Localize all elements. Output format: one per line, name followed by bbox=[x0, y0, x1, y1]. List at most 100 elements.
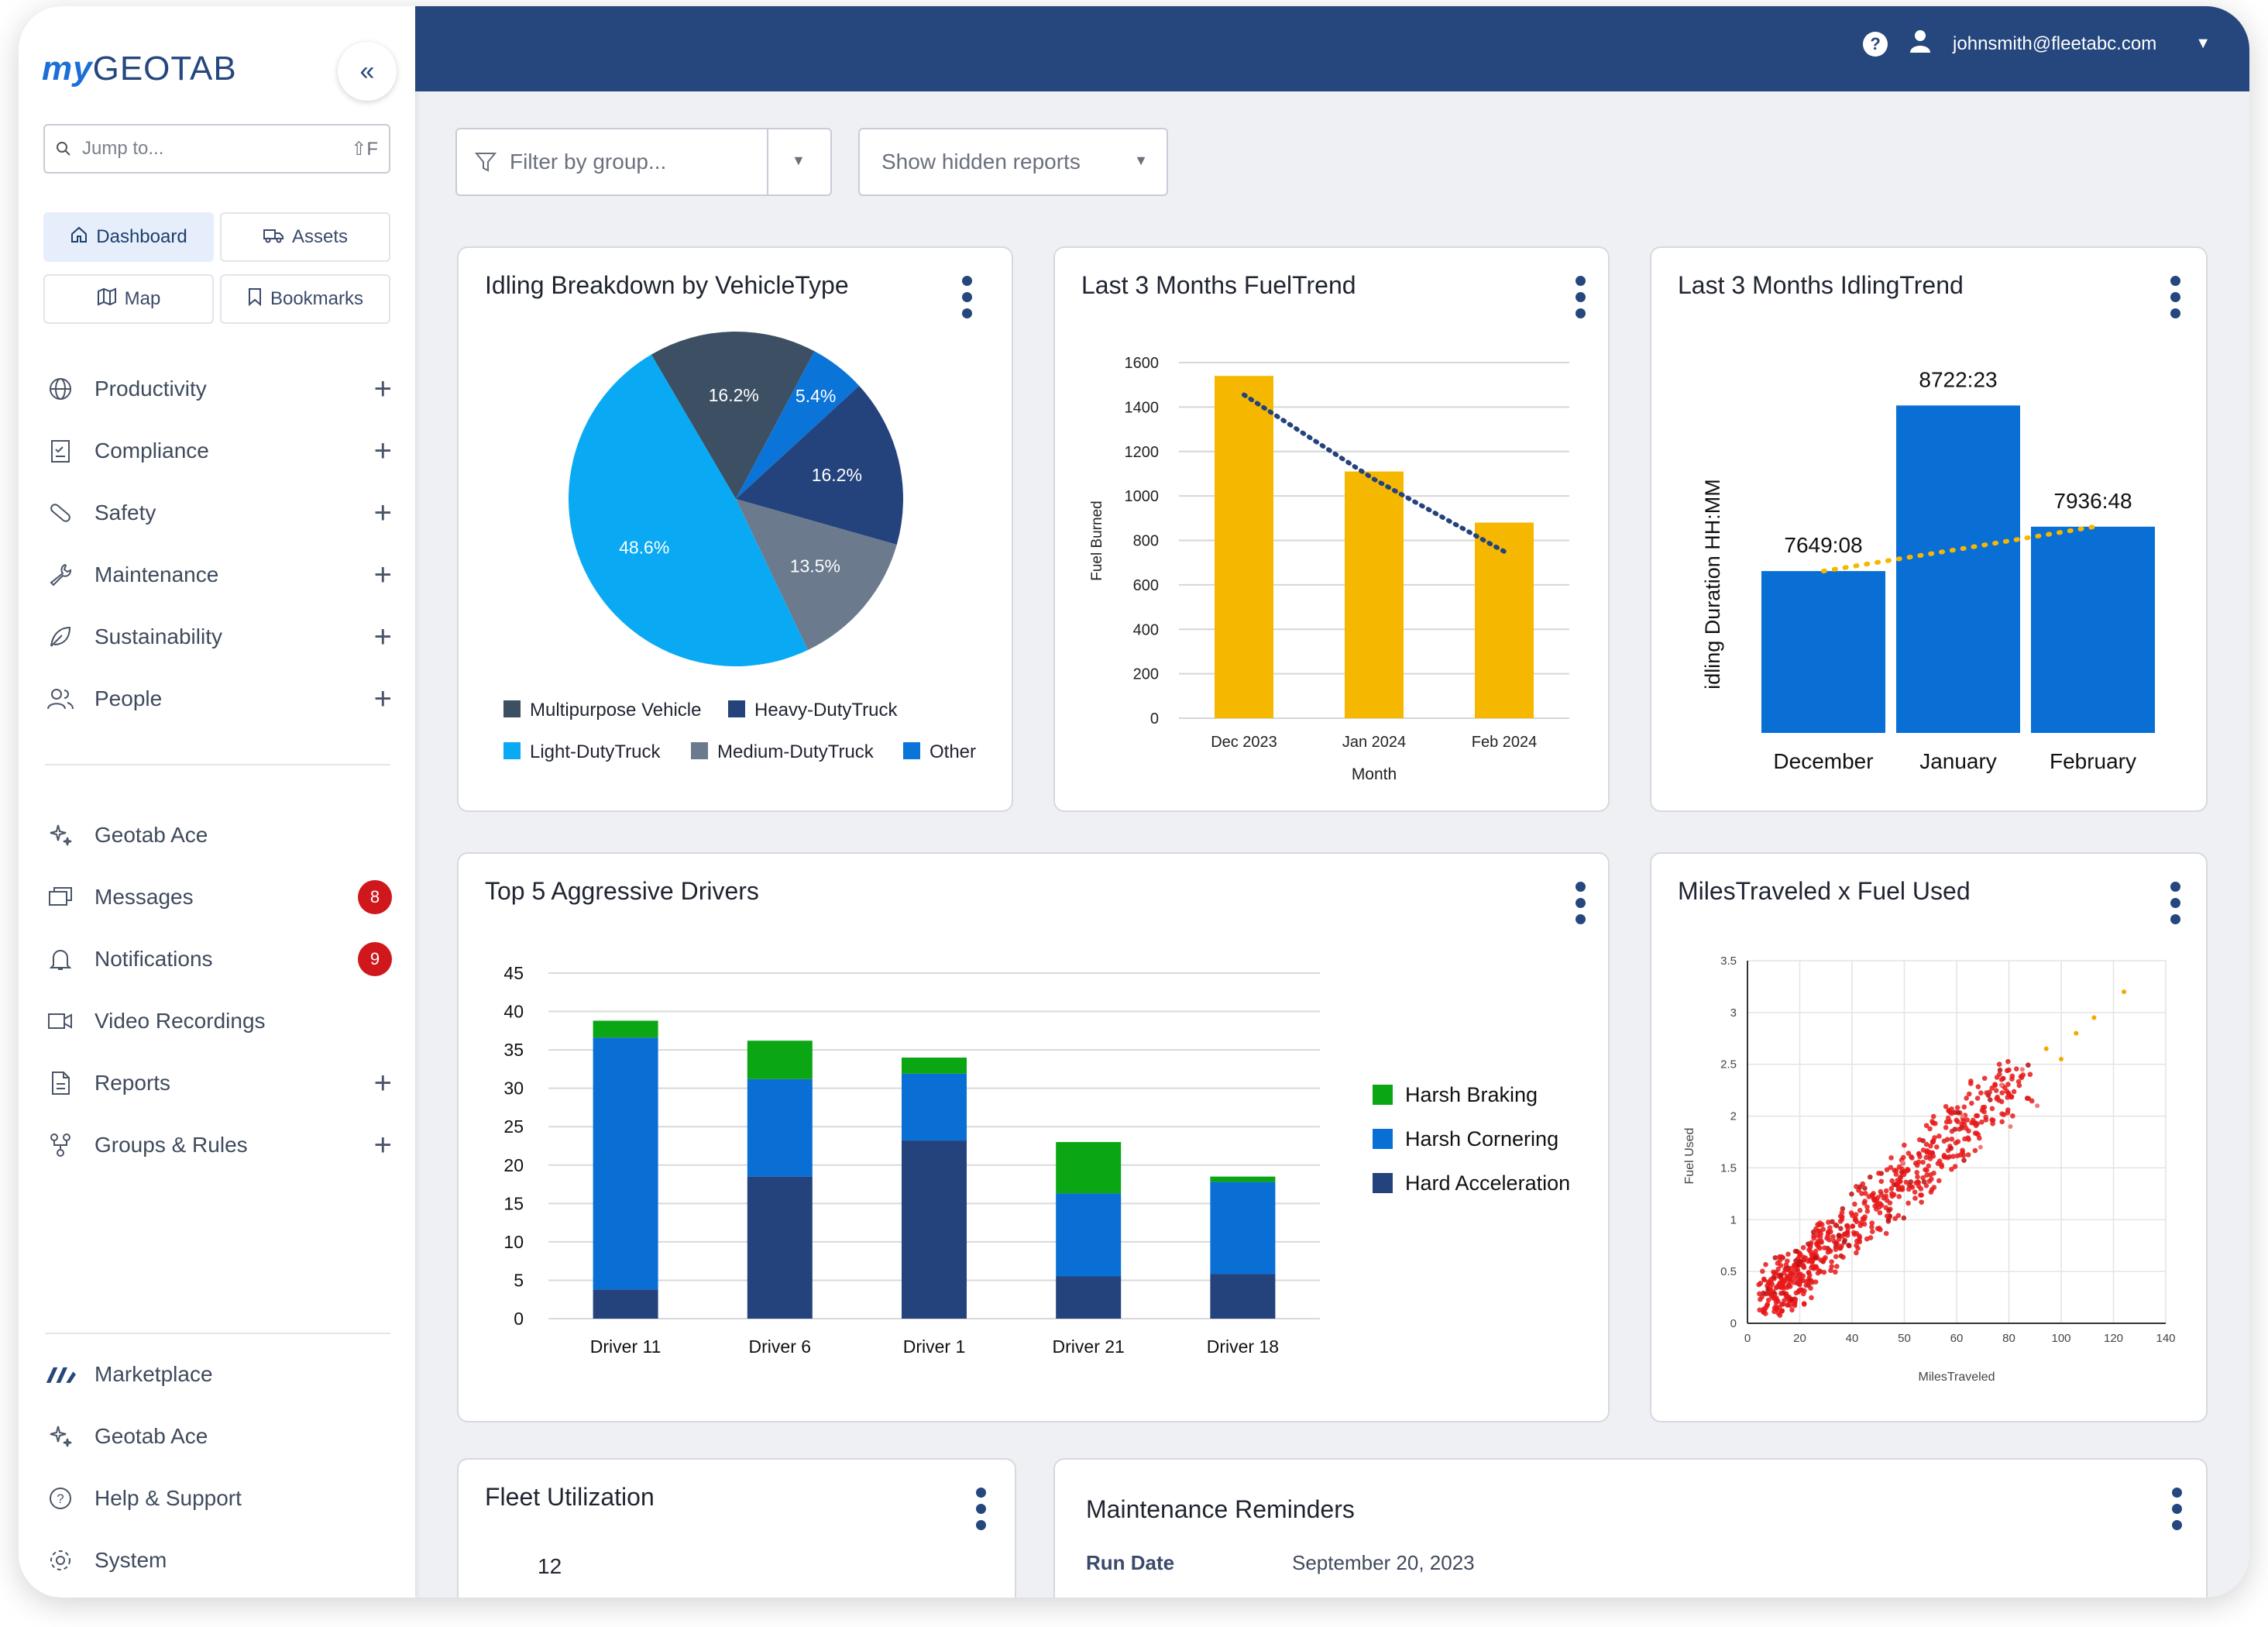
sidebar-item-geotab-ace-footer[interactable]: Geotab Ace bbox=[45, 1413, 392, 1460]
group-filter[interactable]: Filter by group... ▼ bbox=[455, 128, 832, 196]
expand-plus-icon[interactable]: + bbox=[373, 1065, 392, 1100]
jump-to-search[interactable]: Jump to... ⇧F bbox=[43, 124, 390, 174]
sidebar-item-sustainability[interactable]: Sustainability + bbox=[45, 614, 392, 660]
collapse-sidebar-button[interactable]: « bbox=[338, 42, 397, 101]
scatter-point bbox=[1778, 1309, 1785, 1314]
scatter-point bbox=[1787, 1274, 1792, 1280]
sidebar-item-geotab-ace[interactable]: Geotab Ace bbox=[45, 812, 392, 858]
bookmarks-button[interactable]: Bookmarks bbox=[220, 274, 390, 324]
scatter-point bbox=[1790, 1270, 1796, 1276]
sidebar-item-marketplace[interactable]: Marketplace bbox=[45, 1351, 392, 1398]
chevron-down-icon[interactable]: ▼ bbox=[792, 153, 806, 168]
expand-plus-icon[interactable]: + bbox=[373, 433, 392, 468]
group-filter-placeholder: Filter by group... bbox=[510, 150, 667, 174]
pie-slice bbox=[569, 354, 808, 666]
help-icon[interactable]: ? bbox=[1863, 31, 1888, 57]
x-tick-label: 60 bbox=[1950, 1332, 1964, 1345]
scatter-point bbox=[1918, 1186, 1924, 1192]
stacked-bar-segment bbox=[593, 1289, 658, 1319]
more-options-icon[interactable] bbox=[1574, 882, 1586, 924]
sidebar-item-help-support[interactable]: ? Help & Support bbox=[45, 1475, 392, 1522]
assets-button[interactable]: Assets bbox=[220, 212, 390, 262]
more-options-icon[interactable] bbox=[960, 276, 973, 318]
scatter-point bbox=[2010, 1113, 2015, 1119]
map-button[interactable]: Map bbox=[43, 274, 214, 324]
scatter-point bbox=[1989, 1117, 1995, 1123]
more-options-icon[interactable] bbox=[974, 1488, 987, 1530]
fuel-bar-chart: 0 200 400 600 800 1000 1200 1400 1600 Dec 2023 Jan… bbox=[1089, 355, 1569, 783]
expand-plus-icon[interactable]: + bbox=[373, 681, 392, 716]
user-email[interactable]: johnsmith@fleetabc.com bbox=[1953, 33, 2157, 54]
scatter-point bbox=[1845, 1226, 1850, 1231]
sidebar-item-notifications[interactable]: Notifications 9 bbox=[45, 936, 392, 982]
sidebar-item-label: Geotab Ace bbox=[94, 1424, 208, 1448]
sidebar-item-people[interactable]: People + bbox=[45, 676, 392, 722]
more-options-icon[interactable] bbox=[2170, 1488, 2183, 1530]
sidebar-item-system[interactable]: System bbox=[45, 1537, 392, 1584]
scatter-point bbox=[1811, 1233, 1816, 1239]
expand-plus-icon[interactable]: + bbox=[373, 619, 392, 654]
scatter-point bbox=[1761, 1309, 1766, 1315]
scatter-point bbox=[1950, 1154, 1956, 1159]
expand-plus-icon[interactable]: + bbox=[373, 557, 392, 592]
scatter-point bbox=[1771, 1305, 1778, 1311]
scatter-point bbox=[1997, 1071, 2002, 1077]
scatter-point bbox=[1840, 1254, 1846, 1261]
filter-icon bbox=[474, 150, 497, 174]
scatter-point bbox=[1999, 1119, 2005, 1125]
scatter-point bbox=[1916, 1151, 1922, 1157]
scatter-point bbox=[1884, 1167, 1890, 1173]
more-options-icon[interactable] bbox=[2169, 276, 2181, 318]
sidebar-item-messages[interactable]: Messages 8 bbox=[45, 874, 392, 920]
scatter-point bbox=[1923, 1141, 1930, 1147]
scatter-point bbox=[1808, 1278, 1814, 1284]
sidebar-item-video-recordings[interactable]: Video Recordings bbox=[45, 998, 392, 1044]
y-tick-label: 400 bbox=[1133, 621, 1159, 638]
scatter-point bbox=[1998, 1082, 2004, 1088]
more-options-icon[interactable] bbox=[1574, 276, 1586, 318]
dashboard-button[interactable]: Dashboard bbox=[43, 212, 214, 262]
globe-icon bbox=[45, 373, 76, 404]
scatter-point bbox=[1800, 1244, 1806, 1250]
sidebar-item-label: Help & Support bbox=[94, 1486, 242, 1510]
scatter-point bbox=[1893, 1171, 1899, 1178]
scatter-point bbox=[1961, 1122, 1967, 1127]
x-tick-label: Driver 11 bbox=[590, 1336, 662, 1357]
scatter-point bbox=[2122, 989, 2126, 995]
sidebar-item-label: Messages bbox=[94, 885, 194, 909]
sidebar-item-safety[interactable]: Safety + bbox=[45, 490, 392, 536]
scatter-point bbox=[1996, 1061, 2002, 1067]
sidebar-item-maintenance[interactable]: Maintenance + bbox=[45, 552, 392, 598]
scatter-point bbox=[1954, 1105, 1960, 1110]
sidebar-item-groups-rules[interactable]: Groups & Rules + bbox=[45, 1122, 392, 1168]
geotab-logo[interactable]: myGEOTAB bbox=[42, 50, 237, 88]
scatter-point bbox=[1908, 1179, 1914, 1185]
expand-plus-icon[interactable]: + bbox=[373, 495, 392, 530]
legend-swatch bbox=[728, 700, 745, 717]
video-camera-icon bbox=[45, 1006, 76, 1037]
y-tick-label: 40 bbox=[503, 1002, 524, 1022]
scatter-point bbox=[1928, 1172, 1933, 1178]
user-menu-caret-icon[interactable]: ▼ bbox=[2195, 35, 2211, 52]
hidden-reports-label: Show hidden reports bbox=[881, 150, 1081, 174]
sidebar-item-compliance[interactable]: Compliance + bbox=[45, 428, 392, 474]
pie-slice bbox=[651, 332, 815, 499]
scatter-point bbox=[1796, 1288, 1802, 1294]
trend-line bbox=[1242, 392, 1507, 554]
more-options-icon[interactable] bbox=[2169, 882, 2181, 924]
sidebar-item-reports[interactable]: Reports + bbox=[45, 1060, 392, 1106]
scatter-chart: 0 0.5 1 1.5 2 2.5 3 3.5 0 20 40 50 60 80 100 120 140 Mile… bbox=[1683, 955, 2176, 1384]
stacked-bar-segment bbox=[747, 1078, 813, 1177]
expand-plus-icon[interactable]: + bbox=[373, 1127, 392, 1162]
scatter-point bbox=[1817, 1228, 1823, 1234]
legend-swatch bbox=[903, 742, 920, 759]
sidebar-item-productivity[interactable]: Productivity + bbox=[45, 366, 392, 412]
scatter-point bbox=[1934, 1144, 1940, 1150]
maintenance-reminders-card: Maintenance Reminders Run Date September… bbox=[1053, 1458, 2208, 1598]
stacked-bar-segment bbox=[593, 1020, 658, 1038]
scatter-point bbox=[1757, 1291, 1762, 1297]
scatter-point bbox=[1905, 1151, 1912, 1156]
scatter-point bbox=[1883, 1188, 1889, 1194]
expand-plus-icon[interactable]: + bbox=[373, 371, 392, 406]
hidden-reports-select[interactable]: Show hidden reports ▼ bbox=[858, 128, 1168, 196]
